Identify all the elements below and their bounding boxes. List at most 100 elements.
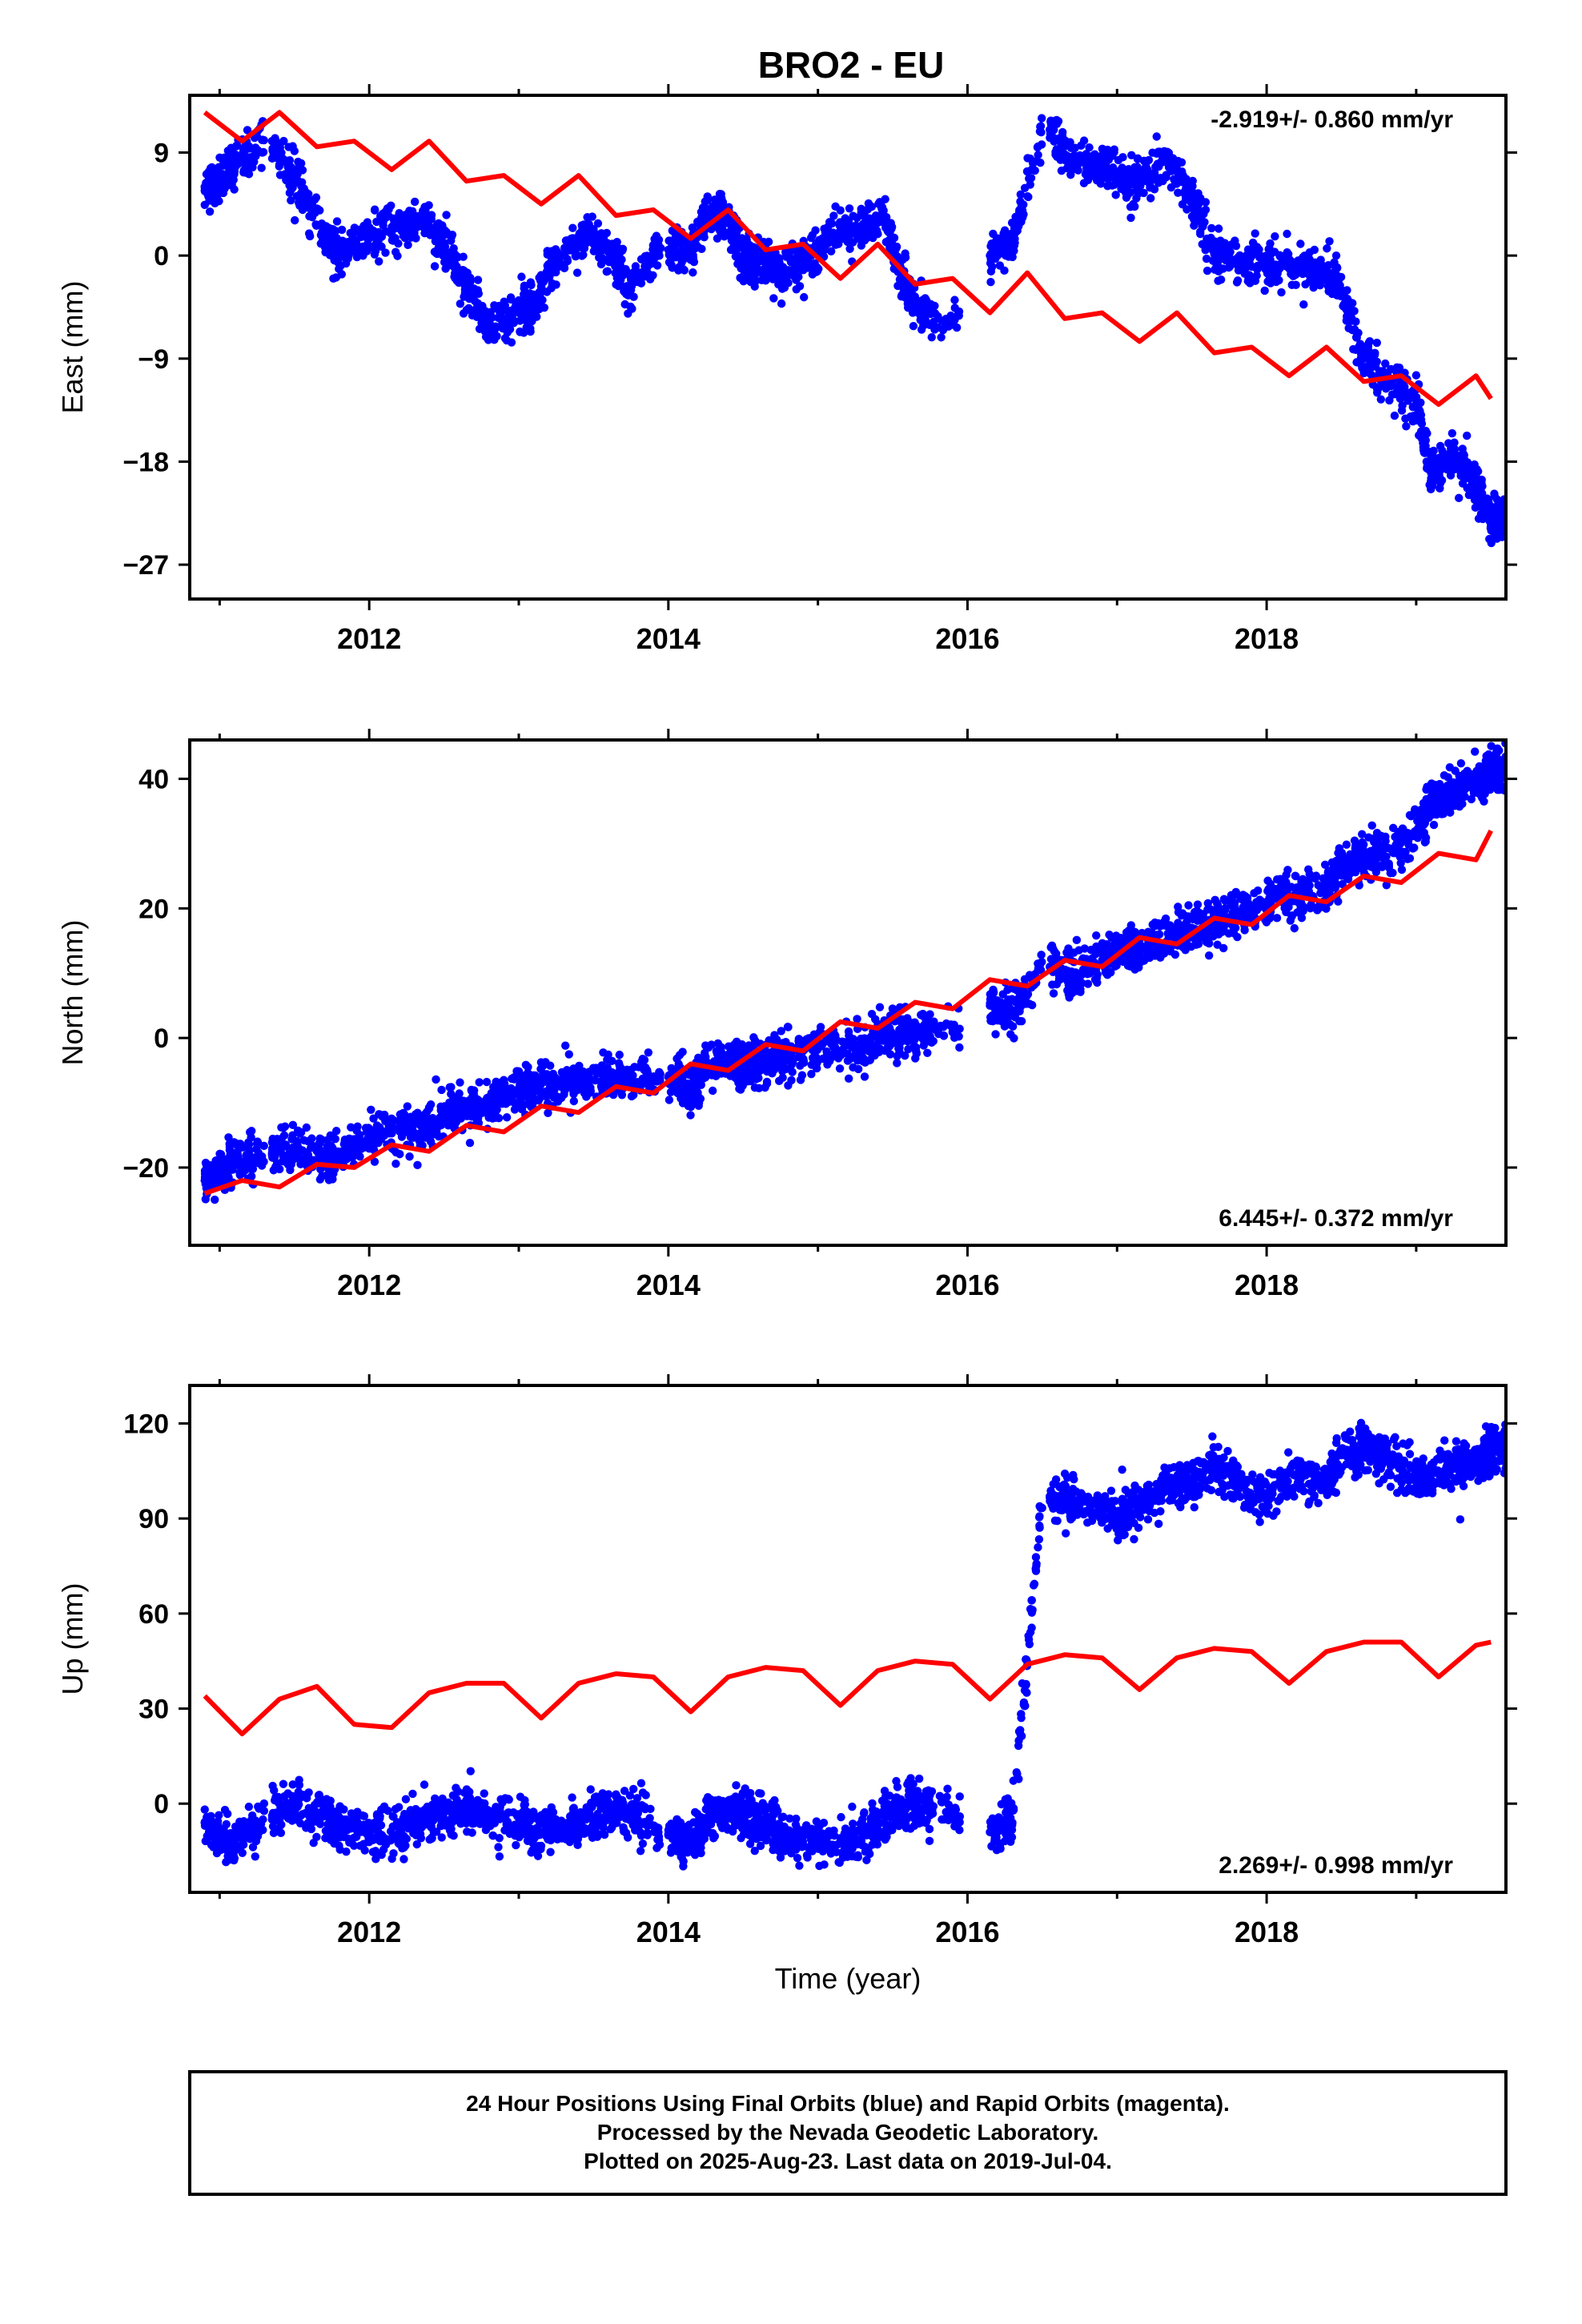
- east-point: [1299, 300, 1308, 309]
- east-point: [351, 237, 361, 246]
- east-point: [1402, 422, 1411, 431]
- north-point: [708, 1086, 717, 1096]
- east-point: [1017, 199, 1026, 209]
- north-point: [355, 1152, 364, 1161]
- east-point: [526, 324, 535, 333]
- north-point: [396, 1149, 404, 1159]
- north-point: [873, 1027, 881, 1037]
- north-point: [529, 1073, 539, 1083]
- north-point: [286, 1151, 295, 1160]
- north-point: [835, 1064, 845, 1073]
- east-point: [298, 166, 307, 175]
- north-point: [219, 1176, 228, 1185]
- east-point: [370, 205, 379, 214]
- east-point: [835, 218, 845, 227]
- east-x-tick-label: 2014: [636, 622, 701, 655]
- north-point: [368, 1137, 377, 1147]
- east-point: [1142, 158, 1151, 167]
- east-point: [1203, 266, 1212, 275]
- north-point: [584, 1070, 593, 1080]
- east-point: [629, 292, 638, 301]
- east-point: [527, 280, 536, 290]
- east-point: [1202, 254, 1211, 263]
- east-point: [525, 289, 535, 298]
- east-point: [217, 179, 227, 188]
- north-point: [615, 1070, 624, 1079]
- east-point: [352, 246, 361, 255]
- north-point: [861, 1045, 871, 1054]
- east-point: [1110, 145, 1118, 154]
- east-point: [1199, 209, 1208, 219]
- north-point: [482, 1077, 492, 1087]
- north-point: [521, 1060, 531, 1069]
- east-point: [889, 233, 899, 243]
- north-point: [939, 1031, 949, 1040]
- east-point: [674, 266, 683, 275]
- east-point: [1024, 192, 1033, 202]
- north-point: [544, 1108, 552, 1118]
- east-rate-label: -2.919+/- 0.860 mm/yr: [1211, 107, 1453, 133]
- east-y-tick-label: 9: [154, 138, 169, 168]
- north-point: [445, 1083, 454, 1092]
- east-point: [1473, 483, 1482, 493]
- north-point: [694, 1101, 703, 1110]
- east-point: [1459, 460, 1468, 469]
- east-point: [1188, 176, 1197, 186]
- north-point: [1027, 1000, 1037, 1010]
- east-point: [387, 201, 396, 210]
- north-point: [560, 1082, 568, 1092]
- north-point: [225, 1142, 235, 1152]
- east-point: [1328, 277, 1337, 287]
- north-point: [746, 1072, 755, 1080]
- north-point: [434, 1132, 444, 1141]
- east-point: [546, 263, 555, 271]
- east-point: [806, 233, 816, 243]
- east-point: [1251, 229, 1259, 238]
- north-point: [739, 1077, 749, 1087]
- north-point: [315, 1175, 325, 1184]
- east-point: [654, 240, 663, 249]
- east-point: [290, 215, 299, 225]
- east-point: [665, 236, 674, 245]
- east-point: [1367, 355, 1376, 364]
- east-point: [212, 195, 221, 203]
- figure-title: BRO2 - EU: [758, 44, 945, 86]
- north-point: [324, 1140, 333, 1150]
- east-point: [1152, 149, 1161, 158]
- north-point: [437, 1085, 446, 1095]
- east-point: [1025, 174, 1034, 183]
- east-point: [811, 226, 820, 235]
- north-point: [860, 1072, 869, 1081]
- north-point: [259, 1141, 268, 1151]
- north-point: [488, 1114, 497, 1123]
- east-point: [323, 223, 332, 232]
- east-point: [769, 253, 778, 262]
- east-point: [1196, 194, 1205, 203]
- east-point: [1463, 431, 1472, 440]
- east-point: [531, 312, 540, 321]
- north-point: [861, 1058, 869, 1068]
- north-point: [560, 1072, 568, 1080]
- north-point: [910, 1025, 920, 1035]
- north-point: [348, 1152, 357, 1162]
- east-point: [1142, 165, 1152, 174]
- north-point: [680, 1096, 689, 1104]
- east-point: [257, 163, 266, 172]
- north-point: [1064, 990, 1074, 999]
- east-point: [1339, 300, 1348, 309]
- east-point: [1415, 404, 1423, 414]
- east-point: [934, 313, 942, 322]
- east-point: [1381, 359, 1390, 368]
- east-point: [1010, 238, 1019, 247]
- east-point: [1488, 524, 1496, 533]
- east-point: [571, 244, 580, 253]
- north-point: [754, 1073, 763, 1083]
- east-point: [452, 262, 461, 271]
- east-point: [689, 253, 698, 263]
- east-point: [1022, 167, 1032, 176]
- east-point: [620, 300, 629, 309]
- east-point: [503, 328, 512, 337]
- east-point: [778, 264, 787, 274]
- north-point: [778, 1050, 787, 1059]
- east-point: [1087, 157, 1096, 166]
